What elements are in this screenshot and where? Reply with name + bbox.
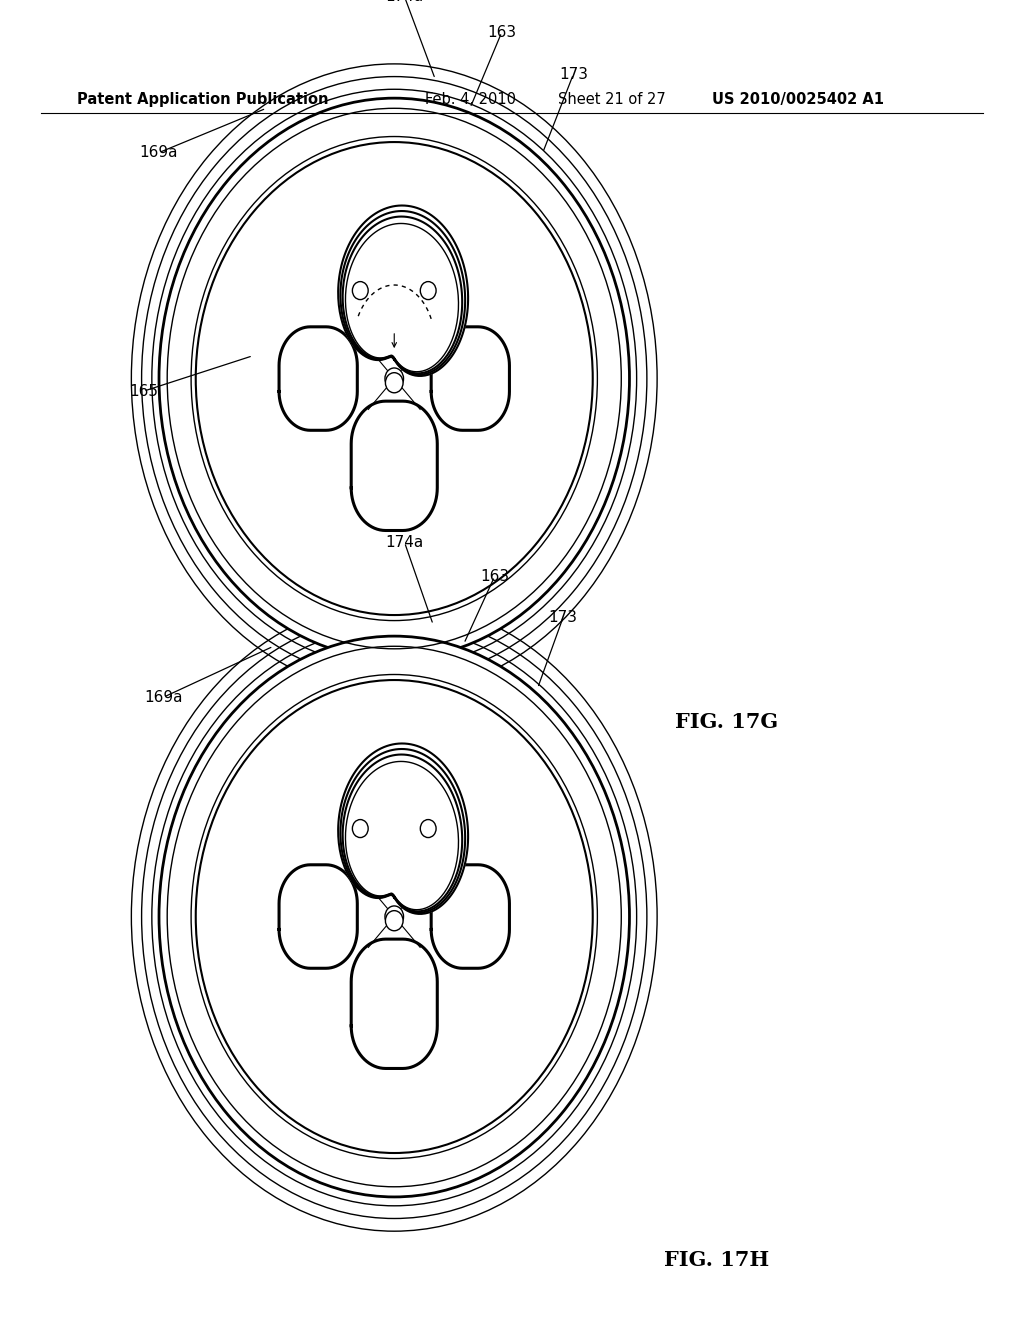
Ellipse shape — [159, 98, 630, 659]
Ellipse shape — [191, 675, 597, 1159]
Text: 163: 163 — [487, 25, 516, 40]
Ellipse shape — [385, 368, 403, 389]
Ellipse shape — [420, 820, 436, 838]
Ellipse shape — [385, 911, 403, 931]
Ellipse shape — [352, 820, 369, 838]
Text: 169a: 169a — [139, 145, 178, 160]
Ellipse shape — [162, 640, 627, 1193]
Ellipse shape — [385, 906, 403, 927]
Polygon shape — [338, 743, 468, 913]
Text: Patent Application Publication: Patent Application Publication — [77, 92, 329, 107]
Text: 163: 163 — [480, 569, 509, 583]
Text: 173: 173 — [559, 66, 588, 82]
Polygon shape — [338, 206, 468, 376]
Text: 165: 165 — [129, 384, 158, 399]
Ellipse shape — [159, 636, 630, 1197]
Ellipse shape — [191, 136, 597, 620]
Text: FIG. 17G: FIG. 17G — [676, 713, 778, 733]
Ellipse shape — [389, 374, 399, 384]
Text: 174a: 174a — [385, 535, 424, 549]
Text: FIG. 17H: FIG. 17H — [665, 1250, 769, 1270]
Ellipse shape — [196, 143, 593, 615]
Text: 174a: 174a — [385, 0, 424, 4]
Text: Feb. 4, 2010: Feb. 4, 2010 — [425, 92, 516, 107]
Ellipse shape — [420, 281, 436, 300]
Text: 169a: 169a — [144, 689, 183, 705]
Ellipse shape — [389, 911, 399, 921]
Ellipse shape — [352, 281, 369, 300]
Text: Sheet 21 of 27: Sheet 21 of 27 — [558, 92, 666, 107]
Text: 173: 173 — [549, 610, 578, 624]
Ellipse shape — [385, 372, 403, 393]
Ellipse shape — [162, 102, 627, 655]
Text: US 2010/0025402 A1: US 2010/0025402 A1 — [712, 92, 884, 107]
Ellipse shape — [196, 680, 593, 1152]
